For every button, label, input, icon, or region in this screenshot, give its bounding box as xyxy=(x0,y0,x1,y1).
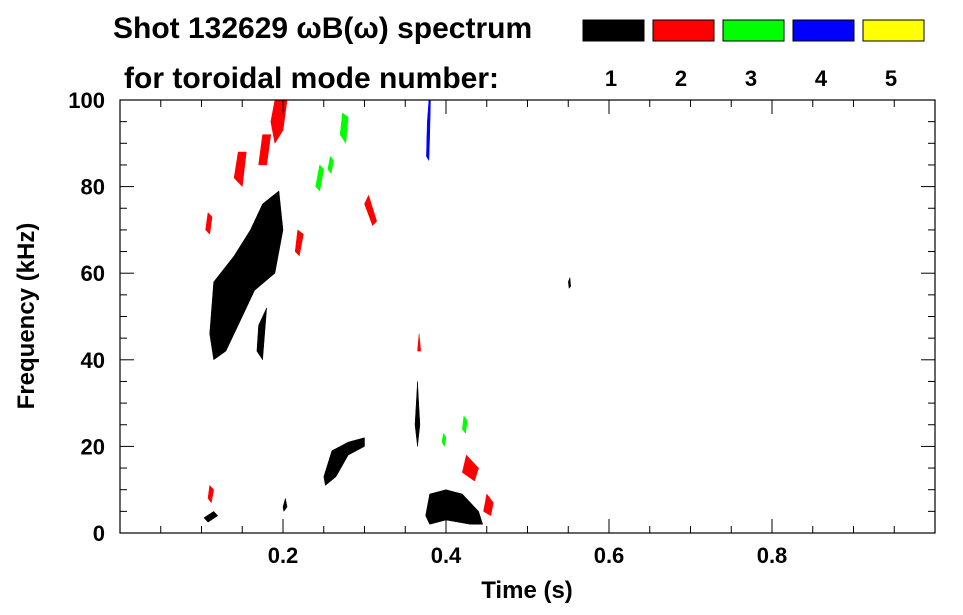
legend: 1 2 3 4 5 xyxy=(582,19,925,91)
spectrum-region-mode-1 xyxy=(282,498,288,513)
axes-ticks: 0.2 0.4 0.6 0.8 0 20 40 60 80 100 xyxy=(68,88,935,568)
spectrum-region-mode-2 xyxy=(258,134,272,166)
x-axis-label: Time (s) xyxy=(481,577,573,604)
y-tick-label: 40 xyxy=(81,348,105,373)
legend-swatch-mode-3 xyxy=(722,19,785,42)
spectrum-region-mode-3 xyxy=(441,432,447,448)
spectrum-region-mode-2 xyxy=(205,212,213,235)
spectrum-region-mode-3 xyxy=(462,415,468,435)
plot-regions xyxy=(203,99,571,525)
y-tick-label: 0 xyxy=(93,521,105,546)
spectrum-region-mode-2 xyxy=(233,151,247,188)
y-tick-label: 20 xyxy=(81,434,105,459)
legend-label-mode-5: 5 xyxy=(885,66,897,91)
spectrum-region-mode-3 xyxy=(339,112,349,145)
spectrum-region-mode-2 xyxy=(207,484,214,504)
spectrum-region-mode-2 xyxy=(483,493,494,517)
x-tick-label: 0.6 xyxy=(594,543,625,568)
y-tick-label: 60 xyxy=(81,261,105,286)
spectrum-region-mode-1 xyxy=(323,437,365,486)
legend-swatch-mode-5 xyxy=(862,19,925,42)
legend-swatch-mode-4 xyxy=(792,19,855,42)
legend-label-mode-4: 4 xyxy=(815,66,828,91)
spectrum-region-mode-2 xyxy=(294,229,304,257)
spectrum-region-mode-1 xyxy=(568,277,571,290)
spectrum-region-mode-1 xyxy=(256,307,267,361)
y-tick-label: 100 xyxy=(68,88,105,113)
spectrum-region-mode-4 xyxy=(426,99,431,162)
spectrum-region-mode-1 xyxy=(425,489,484,525)
x-tick-label: 0.4 xyxy=(431,543,462,568)
y-tick-label: 80 xyxy=(81,175,105,200)
x-tick-label: 0.2 xyxy=(268,543,299,568)
legend-swatch-mode-1 xyxy=(582,19,645,42)
legend-label-mode-3: 3 xyxy=(745,66,757,91)
y-axis-label: Frequency (kHz) xyxy=(13,223,40,410)
legend-label-mode-1: 1 xyxy=(605,66,617,91)
spectrum-region-mode-1 xyxy=(237,220,268,291)
x-tick-label: 0.8 xyxy=(757,543,788,568)
chart-title-line1: Shot 132629 ωB(ω) spectrum xyxy=(113,12,532,45)
legend-label-mode-2: 2 xyxy=(675,66,687,91)
spectrum-region-mode-2 xyxy=(417,333,421,352)
spectrum-region-mode-3 xyxy=(315,164,325,192)
spectrum-region-mode-2 xyxy=(270,99,288,144)
spectrum-region-mode-1 xyxy=(414,381,421,447)
spectrum-region-mode-3 xyxy=(327,155,334,175)
spectrum-region-mode-1 xyxy=(203,511,219,523)
chart-title-line2: for toroidal mode number: xyxy=(124,62,499,95)
spectrum-region-mode-2 xyxy=(462,454,479,482)
legend-swatch-mode-2 xyxy=(652,19,715,42)
spectrum-region-mode-2 xyxy=(364,194,377,227)
